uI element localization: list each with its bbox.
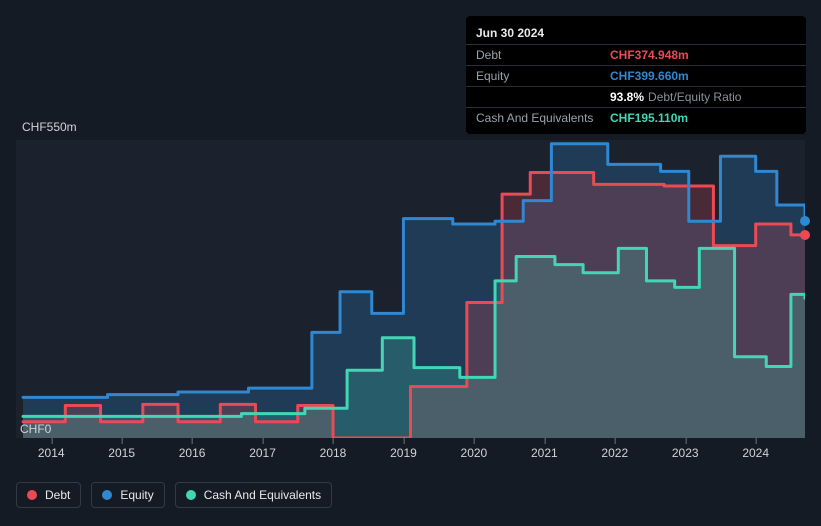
- legend-item-cash[interactable]: Cash And Equivalents: [175, 482, 332, 508]
- x-tick: 2015: [108, 446, 135, 460]
- legend-item-equity[interactable]: Equity: [91, 482, 164, 508]
- tooltip-row-equity: Equity CHF399.660m: [466, 65, 806, 86]
- tooltip-value: CHF374.948m: [610, 48, 689, 62]
- legend-item-debt[interactable]: Debt: [16, 482, 81, 508]
- chart-legend: Debt Equity Cash And Equivalents: [16, 482, 332, 508]
- x-tick: 2021: [531, 446, 558, 460]
- series-end-dot: [800, 216, 810, 226]
- series-end-dot: [800, 230, 810, 240]
- chart-area: CHF550m CHF0 2014 2015 2016 2017 2018 2019 202…: [16, 120, 805, 462]
- y-axis-top-label: CHF550m: [22, 120, 805, 134]
- swatch-icon: [186, 490, 196, 500]
- y-axis-bottom-label: CHF0: [20, 422, 51, 436]
- tooltip-label: Debt: [476, 48, 610, 62]
- chart-plot[interactable]: CHF0: [16, 140, 805, 438]
- chart-tooltip: Jun 30 2024 Debt CHF374.948m Equity CHF3…: [466, 16, 806, 134]
- swatch-icon: [27, 490, 37, 500]
- tooltip-row-debt: Debt CHF374.948m: [466, 44, 806, 65]
- x-tick: 2017: [249, 446, 276, 460]
- x-tick: 2020: [461, 446, 488, 460]
- tooltip-label: [476, 90, 610, 104]
- legend-label: Cash And Equivalents: [204, 488, 321, 502]
- x-tick: 2016: [179, 446, 206, 460]
- x-tick: 2018: [320, 446, 347, 460]
- x-axis: 2014 2015 2016 2017 2018 2019 2020 2021 2022 2023…: [16, 446, 805, 462]
- ratio-value: 93.8%: [610, 90, 644, 104]
- tooltip-row-ratio: 93.8% Debt/Equity Ratio: [466, 86, 806, 107]
- tooltip-label: Equity: [476, 69, 610, 83]
- legend-label: Debt: [45, 488, 70, 502]
- legend-label: Equity: [120, 488, 153, 502]
- x-tick: 2019: [390, 446, 417, 460]
- swatch-icon: [102, 490, 112, 500]
- x-tick: 2022: [601, 446, 628, 460]
- x-tick: 2023: [672, 446, 699, 460]
- tooltip-value: CHF399.660m: [610, 69, 689, 83]
- x-tick: 2024: [742, 446, 769, 460]
- tooltip-date: Jun 30 2024: [466, 22, 806, 44]
- x-tick: 2014: [38, 446, 65, 460]
- ratio-label: Debt/Equity Ratio: [648, 90, 741, 104]
